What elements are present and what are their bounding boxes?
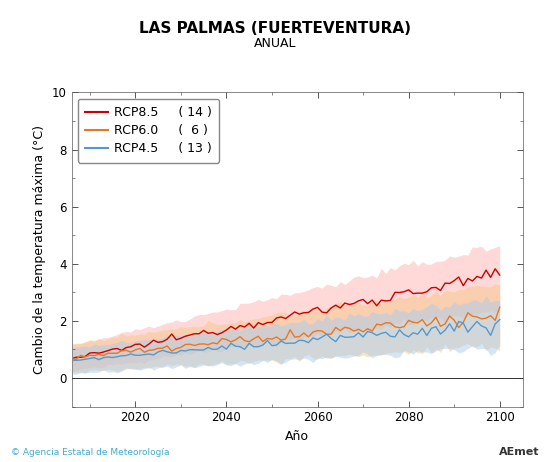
X-axis label: Año: Año (285, 430, 309, 443)
Text: AEmet: AEmet (498, 447, 539, 457)
Y-axis label: Cambio de la temperatura máxima (°C): Cambio de la temperatura máxima (°C) (33, 125, 46, 374)
Text: LAS PALMAS (FUERTEVENTURA): LAS PALMAS (FUERTEVENTURA) (139, 21, 411, 36)
Text: ANUAL: ANUAL (254, 37, 296, 50)
Text: © Agencia Estatal de Meteorología: © Agencia Estatal de Meteorología (11, 449, 169, 457)
Legend: RCP8.5     ( 14 ), RCP6.0     (  6 ), RCP4.5     ( 13 ): RCP8.5 ( 14 ), RCP6.0 ( 6 ), RCP4.5 ( 13… (78, 99, 219, 163)
